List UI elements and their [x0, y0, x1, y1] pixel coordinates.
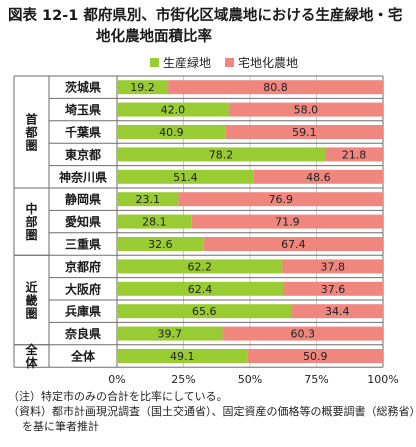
group-label: 近: [25, 280, 37, 295]
bar-segment-red: [168, 80, 383, 95]
group-label: 畿: [25, 293, 37, 308]
data-label: 42.0: [161, 104, 186, 117]
group-label: 圏: [25, 307, 37, 321]
category-label: 静岡県: [65, 192, 101, 207]
bar-segment-green: [117, 214, 192, 229]
bar-segment-red: [225, 125, 383, 139]
category-label: 埼玉県: [65, 102, 101, 117]
legend-item-green: 生産緑地: [150, 54, 211, 71]
x-tick-label: 75%: [304, 373, 328, 386]
data-label: 37.8: [320, 260, 345, 273]
source-text-cont: を基に筆者推計: [22, 420, 99, 433]
bar-segment-green: [117, 259, 283, 274]
bar-segment-green: [117, 304, 292, 319]
data-label: 51.4: [173, 171, 198, 184]
group-label: 都: [24, 125, 37, 140]
legend-label-red: 宅地化農地: [238, 56, 299, 70]
bar-segment-red: [282, 259, 383, 274]
group-label: 首: [25, 112, 37, 127]
category-label: 兵庫県: [65, 304, 101, 319]
category-label: 全体: [70, 349, 96, 364]
data-label: 62.2: [187, 260, 212, 273]
group-label: 部: [25, 214, 37, 229]
legend-item-red: 宅地化農地: [225, 54, 298, 71]
source-text: （資料）都市計画現況調査（国土交通省）、固定資産の価格等の概要調書（総務省）: [8, 405, 416, 418]
bar-segment-green: [117, 237, 204, 251]
data-label: 76.9: [268, 193, 293, 206]
category-label: 愛知県: [65, 214, 101, 229]
category-label: 奈良県: [64, 326, 101, 341]
notes: （注）特定市のみの合計を比率にしている。 （資料）都市計画現況調査（国土交通省）…: [8, 389, 416, 434]
data-label: 80.8: [263, 81, 288, 94]
legend-label-green: 生産緑地: [163, 56, 212, 70]
bar-segment-red: [178, 192, 383, 207]
group-label: 体: [25, 355, 38, 370]
data-label: 34.4: [325, 305, 350, 318]
data-label: 48.6: [306, 171, 331, 184]
bar-segment-green: [117, 80, 169, 95]
bar-segment-green: [117, 147, 326, 162]
bar-segment-red: [253, 169, 383, 184]
data-label: 71.9: [275, 216, 300, 229]
bar-segment-red: [191, 214, 383, 229]
x-tick-label: 25%: [171, 373, 195, 386]
data-label: 58.0: [294, 104, 319, 117]
data-label: 78.2: [209, 148, 234, 161]
bar-segment-green: [117, 169, 254, 184]
category-label: 茨城県: [65, 80, 101, 95]
data-label: 67.4: [281, 238, 306, 251]
data-label: 23.1: [135, 193, 160, 206]
bar-segment-red: [282, 281, 383, 296]
data-label: 32.6: [148, 238, 173, 251]
data-label: 40.9: [159, 126, 184, 139]
x-tick-label: 0%: [108, 373, 125, 386]
data-label: 62.4: [188, 283, 213, 296]
bar-segment-red: [228, 102, 383, 117]
bar-segment-green: [117, 192, 179, 207]
group-label: 中: [25, 201, 37, 216]
chart-title-line1: 図表 12-1 都府県別、市街化区域農地における生産緑地・宅: [8, 8, 403, 24]
data-label: 59.1: [292, 126, 317, 139]
chart-title-line2: 地化農地面積比率: [96, 29, 212, 45]
data-label: 21.8: [342, 148, 367, 161]
bar-segment-green: [117, 102, 229, 117]
legend: 生産緑地 宅地化農地: [150, 54, 298, 71]
note-text: （注）特定市のみの合計を比率にしている。: [8, 390, 228, 403]
group-label: 圏: [25, 139, 37, 153]
group-label: 全: [24, 342, 38, 357]
x-tick-label: 100%: [367, 373, 398, 386]
category-label: 三重県: [65, 237, 101, 252]
category-label: 東京都: [65, 147, 101, 162]
bar-segment-green: [117, 125, 226, 139]
category-label: 大阪府: [65, 281, 101, 296]
bar-segment-red: [247, 349, 383, 363]
bar-segment-green: [117, 326, 223, 341]
data-label: 39.7: [158, 328, 183, 341]
category-label: 京都府: [65, 259, 101, 274]
data-label: 50.9: [303, 350, 328, 363]
data-label: 65.6: [192, 305, 217, 318]
bar-segment-green: [117, 349, 248, 363]
bar-segment-green: [117, 281, 283, 296]
data-label: 19.2: [130, 81, 155, 94]
legend-swatch-green: [150, 58, 159, 67]
data-label: 37.6: [321, 283, 346, 296]
bar-segment-red: [222, 326, 383, 341]
group-label: 圏: [25, 228, 37, 242]
category-label: 神奈川県: [59, 169, 107, 184]
bar-segment-red: [291, 304, 383, 319]
bar-segment-red: [325, 147, 383, 162]
data-label: 49.1: [170, 350, 195, 363]
data-label: 28.1: [142, 216, 167, 229]
category-label: 千葉県: [65, 125, 101, 140]
bar-segment-red: [203, 237, 383, 251]
chart-title: 図表 12-1 都府県別、市街化区域農地における生産緑地・宅 地化農地面積比率: [8, 6, 408, 48]
data-label: 60.3: [291, 328, 316, 341]
x-tick-label: 50%: [238, 373, 262, 386]
legend-swatch-red: [225, 58, 235, 67]
